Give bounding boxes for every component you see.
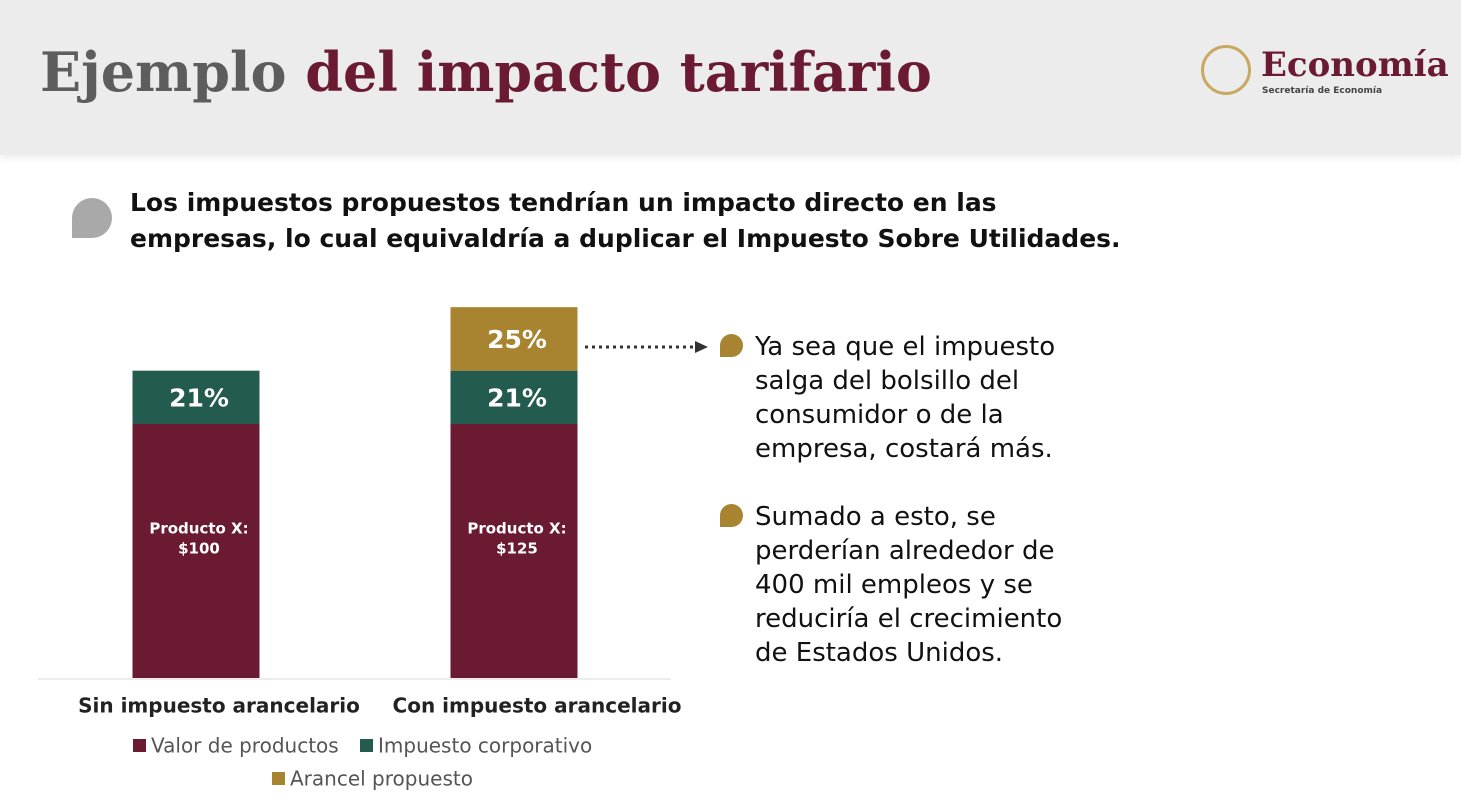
bullet-icon bbox=[720, 504, 743, 527]
bullet-text: Sumado a esto, se perderían alrededor de 4… bbox=[755, 500, 1062, 670]
legend-swatch bbox=[133, 739, 146, 752]
statement-line: empresas, lo cual equivaldría a duplicar… bbox=[130, 224, 1121, 253]
x-tick-label: Sin impuesto arancelario bbox=[78, 694, 360, 718]
legend-label: Impuesto corporativo bbox=[378, 734, 592, 758]
statement-line: Los impuestos propuestos tendrían un imp… bbox=[130, 188, 997, 217]
bar-segment bbox=[132, 370, 260, 424]
bullet-line: 400 mil empleos y se bbox=[755, 570, 1033, 600]
logo-name: Economía bbox=[1261, 45, 1449, 85]
annotation: Producto X: bbox=[149, 520, 248, 538]
data-label: 21% bbox=[169, 383, 229, 412]
bullet-line: perderían alrededor de bbox=[755, 536, 1055, 566]
title-part: del impacto tarifario bbox=[305, 40, 932, 104]
bar-segment bbox=[450, 307, 578, 371]
data-label: 25% bbox=[487, 325, 547, 354]
bullet-line: Ya sea que el impuesto bbox=[755, 332, 1056, 362]
legend-swatch bbox=[360, 739, 373, 752]
bullet-icon bbox=[72, 198, 112, 238]
bullet-line: de Estados Unidos. bbox=[755, 638, 1004, 668]
legend-label: Valor de productos bbox=[151, 734, 339, 758]
title: Ejemplo del impacto tarifario bbox=[40, 40, 932, 104]
bullet-line: consumidor o de la bbox=[755, 400, 1004, 430]
bar-segment bbox=[132, 424, 260, 678]
logo-subtitle: Secretaría de Economía bbox=[1262, 86, 1383, 96]
logo-emblem bbox=[1201, 45, 1251, 95]
bullet-text: Ya sea que el impuesto salga del bolsillo… bbox=[755, 330, 1055, 466]
x-tick-label: Con impuesto arancelario bbox=[393, 694, 682, 718]
title-part: Ejemplo bbox=[40, 40, 287, 104]
bar-segment bbox=[450, 370, 578, 424]
statement: Los impuestos propuestos tendrían un imp… bbox=[130, 185, 1121, 257]
annotation: Producto X: bbox=[467, 520, 566, 538]
bullet-line: empresa, costará más. bbox=[755, 434, 1053, 464]
annotation: $125 bbox=[496, 540, 538, 558]
bullet-line: salga del bolsillo del bbox=[755, 366, 1020, 396]
bar-segment bbox=[450, 424, 578, 678]
legend-label: Arancel propuesto bbox=[290, 767, 473, 791]
annotation: $100 bbox=[178, 540, 220, 558]
arrow-head bbox=[695, 341, 708, 353]
data-label: 21% bbox=[487, 383, 547, 412]
bullet-icon bbox=[720, 334, 743, 357]
bullet-line: Sumado a esto, se bbox=[755, 502, 996, 532]
bullet-line: reduciría el crecimiento bbox=[755, 604, 1063, 634]
legend-swatch bbox=[272, 772, 285, 785]
